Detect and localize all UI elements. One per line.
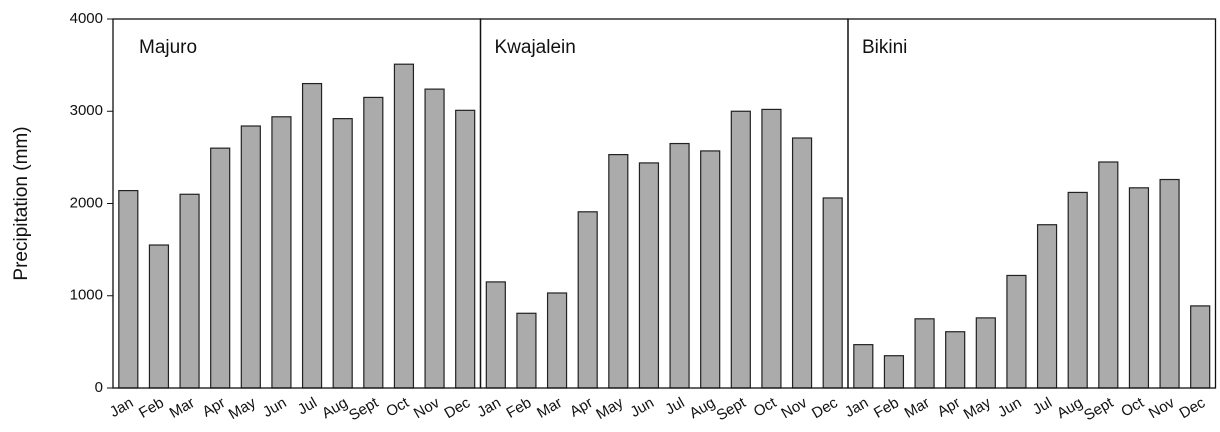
bar (853, 344, 874, 389)
bar (975, 317, 996, 389)
x-tick-label: Mar (167, 394, 198, 422)
bar (730, 110, 751, 389)
x-tick-label: Jul (662, 394, 687, 418)
x-tick-label: Oct (751, 394, 780, 421)
x-tick-label: Apr (934, 394, 963, 420)
x-tick-label: Aug (1054, 394, 1086, 422)
panel-title: Bikini (862, 37, 907, 58)
x-tick-label: Feb (871, 394, 902, 422)
x-tick-label: Jun (260, 394, 289, 421)
x-tick-label: Apr (199, 394, 228, 420)
bar (761, 108, 782, 389)
x-tick-label: Mar (902, 394, 933, 422)
bar (1190, 305, 1211, 389)
panel-title: Majuro (139, 37, 197, 58)
bar (516, 312, 537, 389)
bar (1098, 161, 1119, 389)
bar (1128, 187, 1150, 389)
bar (1036, 224, 1058, 389)
x-tick-label: Dec (1177, 394, 1209, 422)
x-tick-label: Sept (714, 394, 750, 425)
bar (638, 162, 660, 389)
bar (546, 292, 568, 389)
bar (210, 147, 231, 389)
x-tick-label: Dec (442, 394, 474, 422)
bar (791, 137, 813, 389)
x-tick-label: Mar (534, 394, 565, 422)
x-tick-label: Jan (842, 394, 871, 421)
bar (393, 63, 415, 389)
y-tick-label: 1000 (70, 287, 103, 304)
x-tick-label: Jul (295, 394, 320, 418)
y-tick-label: 4000 (70, 10, 103, 27)
x-tick-label: Jun (627, 394, 656, 421)
bar (179, 193, 200, 389)
y-tick-label: 2000 (70, 194, 103, 211)
bar (424, 88, 445, 389)
y-tick-label: 0 (95, 379, 103, 396)
bar (271, 116, 292, 389)
bar (363, 96, 384, 389)
bar (700, 150, 721, 389)
bar (945, 331, 966, 389)
x-tick-label: Jul (1030, 394, 1055, 418)
x-tick-label: Aug (687, 394, 719, 422)
panel-frame (847, 18, 1217, 389)
y-axis-title: Precipitation (mm) (11, 126, 32, 280)
x-tick-label: Sept (1081, 394, 1117, 425)
x-tick-label: Sept (346, 394, 382, 425)
x-tick-label: Nov (778, 394, 810, 422)
x-tick-label: Jan (107, 394, 136, 421)
panel-title: Kwajalein (495, 37, 576, 58)
x-tick-label: Nov (1146, 394, 1178, 422)
x-tick-label: Feb (136, 394, 167, 422)
bar (822, 197, 843, 389)
x-tick-label: Oct (1118, 394, 1147, 421)
x-tick-label: May (593, 394, 626, 423)
bar (669, 142, 690, 389)
bar (883, 355, 905, 389)
x-tick-label: Aug (319, 394, 351, 422)
bar (118, 189, 139, 389)
bar (1006, 274, 1027, 389)
x-tick-label: Apr (567, 394, 596, 420)
x-tick-label: May (961, 394, 994, 423)
bar (485, 281, 506, 389)
y-tick-label: 3000 (70, 102, 103, 119)
x-tick-label: Oct (383, 394, 412, 421)
bar (608, 154, 629, 389)
bar (240, 125, 261, 389)
x-tick-label: Feb (504, 394, 535, 422)
x-tick-label: Jan (474, 394, 503, 421)
bar (301, 82, 323, 389)
x-tick-label: Jun (995, 394, 1024, 421)
bar (577, 211, 598, 389)
x-tick-label: Nov (411, 394, 443, 422)
bar (1067, 191, 1088, 389)
x-tick-label: Dec (809, 394, 841, 422)
bar (455, 109, 476, 389)
bar (914, 318, 935, 389)
bar (148, 244, 170, 389)
x-tick-label: May (226, 394, 259, 423)
bar (1159, 178, 1180, 389)
bar (332, 118, 353, 389)
